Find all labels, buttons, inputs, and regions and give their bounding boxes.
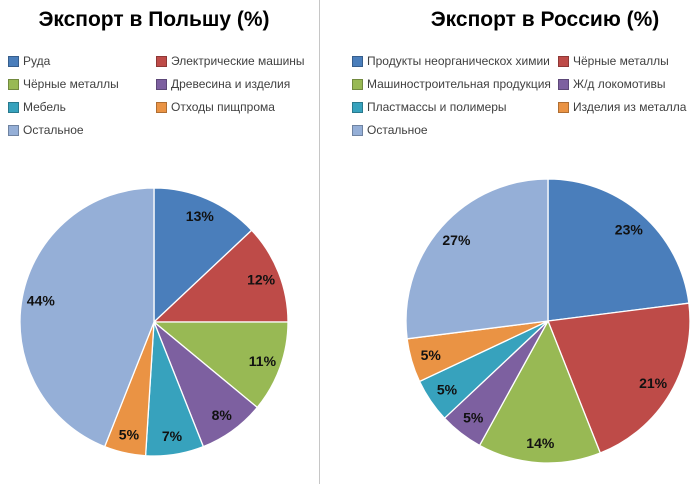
legend-item: Отходы пищпрома <box>156 100 275 114</box>
pie-data-label: 5% <box>421 347 442 363</box>
pie-data-label: 27% <box>442 232 471 248</box>
legend-swatch-icon <box>8 55 19 67</box>
legend-item: Чёрные металлы <box>558 54 669 68</box>
legend-item: Древесина и изделия <box>156 77 290 91</box>
legend-label: Продукты неорганическох химии <box>367 54 550 68</box>
legend-label: Чёрные металлы <box>573 54 669 68</box>
legend-swatch-icon <box>352 124 363 136</box>
legend-swatch-icon <box>352 78 363 90</box>
legend-label: Изделия из металла <box>573 100 687 114</box>
legend-label: Машиностроительная продукция <box>367 77 551 91</box>
pie-slice <box>19 187 155 448</box>
pie-data-label: 23% <box>615 221 644 237</box>
legend-swatch-icon <box>558 55 569 67</box>
legend-swatch-icon <box>8 101 19 113</box>
legend-label: Остальное <box>23 123 84 137</box>
pie-data-label: 5% <box>463 410 484 426</box>
legend-item: Остальное <box>352 123 428 137</box>
legend-label: Отходы пищпрома <box>171 100 275 114</box>
pie-data-label: 8% <box>212 407 233 423</box>
legend-item: Остальное <box>8 123 84 137</box>
legend-label: Мебель <box>23 100 66 114</box>
pie-slice <box>547 178 690 322</box>
legend-label: Чёрные металлы <box>23 77 119 91</box>
legend-item: Машиностроительная продукция <box>352 77 551 91</box>
legend-label: Электрические машины <box>171 54 305 68</box>
legend-label: Ж/д локомотивы <box>573 77 666 91</box>
legend-swatch-icon <box>352 55 363 67</box>
legend-swatch-icon <box>156 78 167 90</box>
pie-data-label: 44% <box>27 292 56 308</box>
legend-label: Древесина и изделия <box>171 77 291 91</box>
chart-title-poland: Экспорт в Польшу (%) <box>38 8 270 31</box>
legend-item: Ж/д локомотивы <box>558 77 665 91</box>
legend-item: Руда <box>8 54 50 68</box>
pie-data-label: 11% <box>249 353 277 369</box>
pie-data-label: 12% <box>247 272 276 288</box>
pie-data-label: 21% <box>639 375 668 391</box>
legend-swatch-icon <box>156 55 167 67</box>
pie-data-label: 13% <box>186 208 215 224</box>
legend-swatch-icon <box>8 124 19 136</box>
legend-swatch-icon <box>352 101 363 113</box>
pie-slice <box>547 302 691 454</box>
pie-data-label: 5% <box>119 427 140 443</box>
legend-swatch-icon <box>156 101 167 113</box>
pie-slice <box>405 178 549 340</box>
legend-item: Электрические машины <box>156 54 305 68</box>
legend-item: Чёрные металлы <box>8 77 119 91</box>
legend-item: Изделия из металла <box>558 100 686 114</box>
pie-data-label: 7% <box>162 428 183 444</box>
pie-slice <box>153 229 289 323</box>
legend-item: Мебель <box>8 100 66 114</box>
legend-label: Пластмассы и полимеры <box>367 100 507 114</box>
charts-divider-line <box>319 0 320 484</box>
pie-slice <box>153 187 253 323</box>
legend-swatch-icon <box>558 101 569 113</box>
legend-item: Пластмассы и полимеры <box>352 100 507 114</box>
legend-swatch-icon <box>558 78 569 90</box>
legend-label: Остальное <box>367 123 428 137</box>
pie-data-label: 14% <box>526 435 555 451</box>
pie-slice <box>478 320 601 464</box>
chart-title-russia: Экспорт в Россию (%) <box>430 8 660 31</box>
pie-slice <box>153 321 289 409</box>
legend-label: Руда <box>23 54 51 68</box>
pie-data-label: 5% <box>437 382 458 398</box>
legend-item: Продукты неорганическох химии <box>352 54 550 68</box>
legend-swatch-icon <box>8 78 19 90</box>
